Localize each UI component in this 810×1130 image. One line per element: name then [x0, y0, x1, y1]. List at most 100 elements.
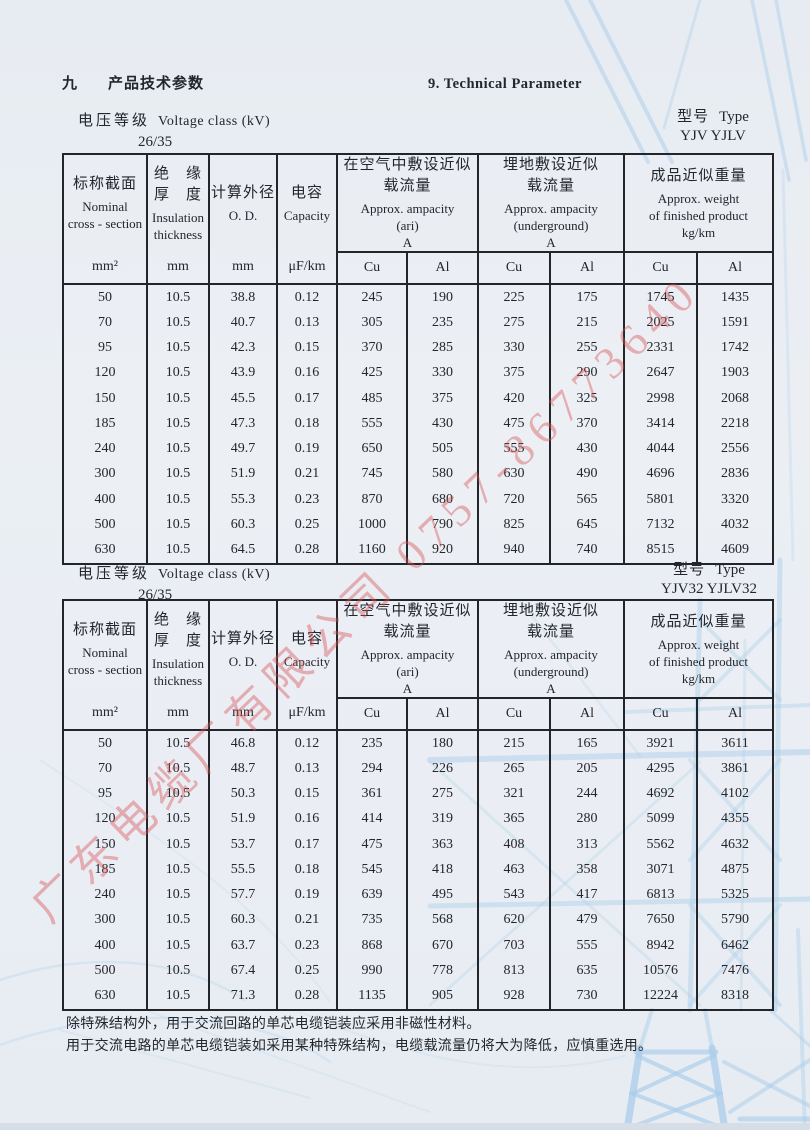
header-en: Nominal cross - section: [67, 645, 143, 677]
header-cn: 电容: [290, 184, 323, 201]
table-cell: 255: [551, 335, 625, 361]
table-cell: 475: [479, 411, 551, 437]
subheader-cu: Cu: [479, 251, 551, 283]
table-cell: 0.18: [278, 411, 338, 437]
table-cell: 280: [551, 806, 625, 833]
header-ampacity-air: 在空气中敷设近似 载流量 Approx. ampacity (ari) A: [338, 601, 479, 697]
table-cell: 414: [338, 806, 408, 833]
table-cell: 3320: [721, 491, 749, 507]
voltage-class-line: 电压等级 Voltage class (kV): [78, 564, 270, 585]
table-cell: 2331: [625, 335, 698, 361]
table-cell: 0.23: [278, 487, 338, 513]
type-label-cn: 型号: [673, 562, 706, 578]
table-row: 300 10.5 51.9 0.21 745 580 630 490 4696 2836: [64, 461, 772, 488]
header-cn: 标称截面: [72, 622, 137, 638]
table-cell: 555: [551, 933, 625, 959]
header-en: Approx. weight of finished product kg/km: [649, 190, 748, 240]
table-cell: 0.15: [278, 335, 338, 361]
table-cell: 990: [338, 958, 408, 984]
subheader-al: Al: [698, 697, 772, 729]
table-cell: 95: [64, 335, 148, 361]
header-capacity: 电容 Capacity: [278, 155, 338, 251]
table-cell: 0.17: [278, 386, 338, 412]
table-cell: 720: [479, 487, 551, 513]
table-cell: 620: [479, 907, 551, 934]
table-row: 630 10.5 64.5 0.28 1160 920 940 740 8515 4609: [64, 537, 772, 563]
table-row: 500 10.5 60.3 0.25 1000 790 825 645 7132 4032: [64, 512, 772, 538]
table-cell: 330: [479, 335, 551, 361]
header-en: O. D.: [228, 653, 258, 669]
unit-cell: μF/km: [278, 251, 338, 283]
section-number: 九: [62, 75, 79, 92]
subheader-cu: Cu: [338, 251, 408, 283]
table-header-units: mm² mm mm μF/km Cu Al Cu Al Cu Al: [64, 697, 772, 731]
table-row: 300 10.5 60.3 0.21 735 568 620 479 7650 5790: [64, 907, 772, 934]
table-cell: 1135: [338, 983, 408, 1009]
table-cell: 305: [338, 310, 408, 336]
table-cell: 730: [551, 983, 625, 1009]
table-cell: 60.3: [210, 907, 278, 934]
table-cell: 0.12: [278, 731, 338, 757]
page-bottom-edge: [0, 1123, 810, 1130]
table-cell: 10.5: [148, 537, 210, 563]
table-cell: 545: [338, 857, 408, 883]
table-cell: 225: [479, 285, 551, 311]
subheader-al: Al: [551, 251, 625, 283]
table-cell: 463: [479, 857, 551, 883]
table-cell: 485: [338, 386, 408, 412]
table-header-groups: 标称截面 Nominal cross - section 绝 缘 厚 度 Insul…: [64, 601, 772, 697]
table-cell: 0.19: [278, 436, 338, 462]
table-row: 150 10.5 45.5 0.17 485 375 420 325 2998 2068: [64, 386, 772, 412]
unit-cell: mm²: [64, 251, 148, 283]
table-cell: 1591: [721, 314, 749, 330]
voltage-class-cn: 电压等级: [78, 113, 151, 129]
table-cell: 2068: [721, 390, 749, 406]
header-cn: 埋地敷设近似 载流量: [502, 603, 599, 640]
footnote-line: 除特殊结构外，用于交流回路的单芯电缆铠装应采用非磁性材料。: [66, 1017, 481, 1032]
table-header-units: mm² mm mm μF/km Cu Al Cu Al Cu Al: [64, 251, 772, 285]
table-cell: 0.16: [278, 360, 338, 387]
unit-cell: mm: [210, 251, 278, 283]
table-cell: 4692: [625, 781, 698, 807]
table-cell: 490: [551, 461, 625, 488]
table-cell: 215: [551, 310, 625, 336]
footnotes: 除特殊结构外，用于交流回路的单芯电缆铠装应采用非磁性材料。 用于交流电路的单芯电…: [66, 1014, 652, 1058]
table-cell: 2998: [625, 386, 698, 412]
table-cell: 240: [64, 436, 148, 462]
header-cn: 成品近似重量: [650, 167, 747, 184]
type-label: 型号 Type: [630, 561, 788, 580]
table-cell: 5325: [721, 887, 749, 903]
table-cell: 745: [338, 461, 408, 488]
table-cell: 10.5: [148, 731, 210, 757]
table-cell: 358: [551, 857, 625, 883]
table-cell: 4044: [625, 436, 698, 462]
header-ampacity-underground: 埋地敷设近似 载流量 Approx. ampacity (underground)…: [479, 601, 625, 697]
table-cell: 5562: [625, 832, 698, 858]
header-od: 计算外径 O. D.: [210, 601, 278, 697]
table-cell: 10.5: [148, 386, 210, 412]
table-cell: 10.5: [148, 857, 210, 883]
footnote-line: 用于交流电路的单芯电缆铠装如采用某种特殊结构，电缆载流量仍将大为降低，应慎重选用…: [66, 1039, 653, 1054]
table-cell: 49.7: [210, 436, 278, 462]
voltage-class-line: 电压等级 Voltage class (kV): [78, 111, 270, 132]
table-row: 185 10.5 47.3 0.18 555 430 475 370 3414 2218: [64, 411, 772, 437]
table-cell: 40.7: [210, 310, 278, 336]
header-cn: 绝 缘 厚 度: [153, 165, 202, 203]
table-cell: 10.5: [148, 958, 210, 984]
table-cell: 10.5: [148, 285, 210, 311]
table-cell: 10576: [625, 958, 698, 984]
table-row: 185 10.5 55.5 0.18 545 418 463 358 3071 4875: [64, 857, 772, 883]
table-cell: 500: [64, 512, 148, 538]
table-cell: 10.5: [148, 360, 210, 387]
header-cn: 电容: [290, 630, 323, 647]
type-block-2: 型号 Type YJV32 YJLV32: [630, 561, 788, 599]
table-cell: 0.12: [278, 285, 338, 311]
table-cell: 0.28: [278, 537, 338, 563]
table-cell: 275: [479, 310, 551, 336]
table-cell: 7132: [625, 512, 698, 538]
table-cell: 10.5: [148, 512, 210, 538]
type-label-en: Type: [719, 109, 749, 125]
table-cell: 319: [408, 806, 479, 833]
table-cell: 940: [479, 537, 551, 563]
